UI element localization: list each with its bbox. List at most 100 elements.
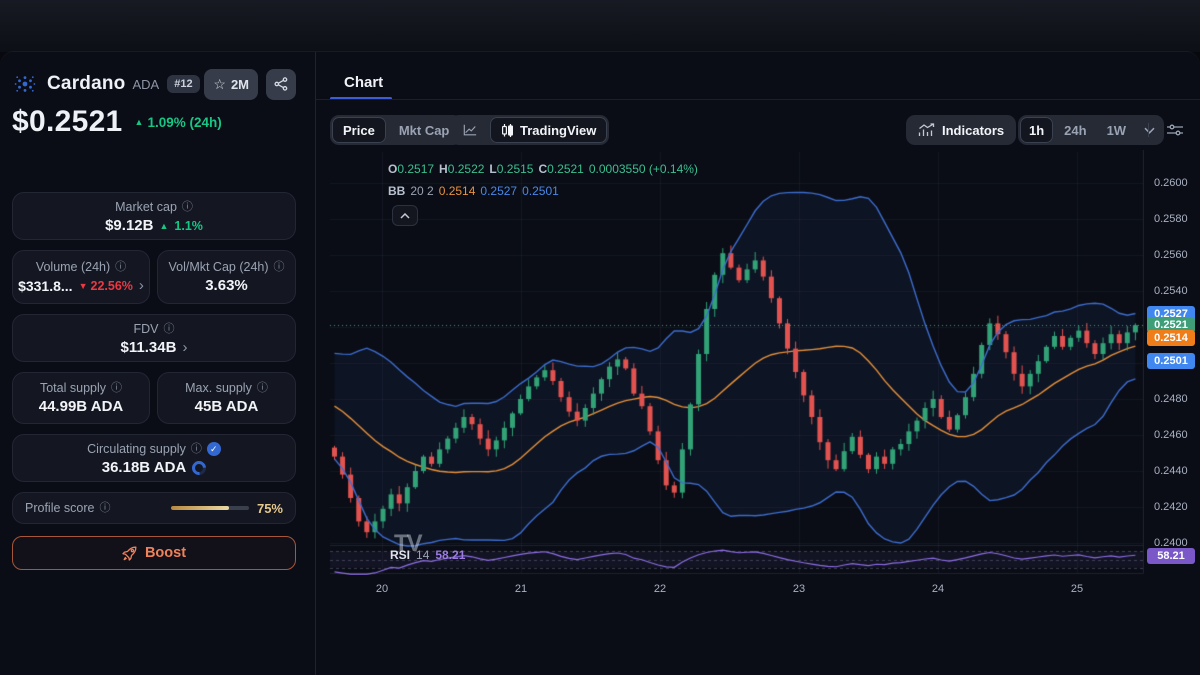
price-row: $0.2521 ▲ 1.09% (24h): [12, 105, 222, 139]
profile-score-value: 75%: [256, 500, 283, 516]
share-icon: [274, 77, 288, 91]
market-cap-card: Market cap ⓘ $9.12B ▲ 1.1%: [12, 192, 296, 240]
info-icon[interactable]: ⓘ: [111, 381, 122, 394]
fdv-value: $11.34B: [120, 339, 177, 356]
y-axis-tick: 0.2400: [1154, 537, 1188, 549]
price-axis[interactable]: 0.2600 0.2580 0.2560 0.2540 0.2480 0.2460 0.24…: [1144, 150, 1200, 595]
timeframe-1w[interactable]: 1W: [1106, 122, 1127, 138]
x-axis-tick: 20: [375, 583, 389, 595]
chart-type-toggle: TradingView: [450, 115, 610, 145]
price-chart-canvas[interactable]: [316, 150, 1144, 575]
info-icon[interactable]: ⓘ: [273, 260, 285, 273]
boost-button[interactable]: Boost: [12, 536, 296, 570]
browser-top-bar: [0, 0, 1200, 52]
total-supply-label: Total supply: [39, 381, 106, 395]
y-axis-tick: 0.2600: [1154, 177, 1188, 189]
caret-up-icon: ▲: [159, 220, 169, 231]
market-cap-label: Market cap: [115, 200, 177, 214]
info-icon[interactable]: ⓘ: [99, 501, 111, 514]
profile-score-card: Profile score ⓘ 75%: [12, 492, 296, 524]
max-supply-card: Max. supply ⓘ 45B ADA: [157, 372, 296, 424]
price-axis-badge: 0.2521: [1147, 317, 1195, 334]
ohlc-legend: O0.2517 H0.2522 L0.2515 C0.2521 0.000355…: [388, 162, 698, 176]
chart-panel: Chart Price Mkt Cap TradingView: [316, 52, 1200, 675]
vol-mktcap-label: Vol/Mkt Cap (24h): [168, 260, 269, 274]
market-cap-change: 1.1%: [174, 218, 203, 233]
price-change-24h: ▲ 1.09% (24h): [134, 114, 222, 130]
timeframe-dropdown[interactable]: [1137, 117, 1162, 143]
info-icon[interactable]: ⓘ: [163, 322, 175, 335]
toggle-tradingview[interactable]: TradingView: [490, 117, 608, 143]
price-axis-badge: 0.2501: [1147, 353, 1195, 370]
chevron-up-icon: [400, 212, 410, 219]
y-axis-tick: 0.2440: [1154, 465, 1188, 477]
y-axis-tick: 0.2580: [1154, 213, 1188, 225]
boost-label: Boost: [144, 545, 187, 561]
verified-check-icon: ✓: [206, 442, 221, 456]
y-axis-tick: 0.2460: [1154, 429, 1188, 441]
total-supply-value: 44.99B ADA: [38, 398, 124, 415]
y-axis-tick: 0.2540: [1154, 285, 1188, 297]
market-cap-value: $9.12B: [105, 217, 154, 234]
price-mktcap-toggle: Price Mkt Cap: [330, 115, 463, 145]
chevron-right-icon[interactable]: ›: [182, 339, 188, 356]
max-supply-value: 45B ADA: [194, 398, 259, 415]
tab-underline: [330, 97, 392, 100]
chevron-down-icon: [1144, 127, 1155, 134]
x-axis-tick: 25: [1070, 583, 1084, 595]
circulating-supply-value: 36.18B ADA: [101, 459, 187, 476]
time-axis[interactable]: 20 21 22 23 24 25: [316, 577, 1144, 603]
info-icon[interactable]: ⓘ: [190, 442, 202, 455]
app-content: Cardano ADA #12 ☆ 2M $0.2521 ▲ 1.09% (24…: [0, 52, 1200, 675]
y-axis-tick: 0.2560: [1154, 249, 1188, 261]
timeframe-1h[interactable]: 1h: [1020, 117, 1054, 143]
coin-rank-badge: #12: [167, 75, 200, 93]
volume-value: $331.8...: [18, 277, 73, 294]
info-icon[interactable]: ⓘ: [181, 200, 193, 213]
watchlist-button[interactable]: ☆ 2M: [204, 68, 258, 100]
coin-price: $0.2521: [12, 105, 123, 138]
fdv-card[interactable]: FDV ⓘ $11.34B ›: [12, 314, 296, 362]
indicators-icon: [918, 123, 935, 136]
y-axis-tick: 0.2480: [1154, 393, 1188, 405]
profile-score-bar: [170, 506, 249, 510]
tab-chart[interactable]: Chart: [344, 74, 384, 91]
rsi-axis-badge: 58.21: [1147, 548, 1195, 565]
line-chart-icon: [463, 124, 477, 136]
circulating-supply-label: Circulating supply: [87, 442, 186, 456]
y-axis-tick: 0.2420: [1154, 501, 1188, 513]
toggle-price[interactable]: Price: [332, 117, 386, 143]
watchlist-count: 2M: [230, 76, 249, 92]
toolbar-divider: [1148, 123, 1149, 137]
x-axis-tick: 24: [931, 583, 945, 595]
legend-collapse-button[interactable]: [392, 205, 418, 226]
coin-header: Cardano ADA #12 ☆ 2M: [12, 68, 296, 100]
vol-mktcap-value: 3.63%: [205, 277, 248, 294]
x-axis-tick: 21: [514, 583, 528, 595]
x-axis-tick: 23: [792, 583, 806, 595]
rsi-legend: RSI 14 58.21: [390, 548, 466, 562]
toggle-mktcap[interactable]: Mkt Cap: [398, 122, 450, 138]
coin-symbol: ADA: [132, 76, 160, 92]
info-icon[interactable]: ⓘ: [115, 260, 127, 273]
info-icon[interactable]: ⓘ: [256, 381, 268, 394]
share-button[interactable]: [266, 68, 296, 100]
chevron-right-icon[interactable]: ›: [138, 277, 144, 294]
volume-card[interactable]: Volume (24h) ⓘ $331.8... ▼ 22.56% ›: [12, 250, 150, 304]
price-axis-badge: 0.2514: [1147, 329, 1195, 346]
cardano-logo: [12, 71, 38, 97]
tab-separator: [316, 99, 1200, 100]
chart-settings-button[interactable]: [1158, 118, 1192, 142]
toggle-line-chart[interactable]: [452, 117, 488, 143]
rocket-icon: [122, 546, 137, 561]
volume-change: 22.56%: [90, 278, 133, 293]
volume-label: Volume (24h): [35, 260, 111, 274]
max-supply-label: Max. supply: [185, 381, 252, 395]
supply-progress-ring: [189, 457, 210, 478]
timeframe-24h[interactable]: 24h: [1064, 122, 1087, 138]
timeframe-selector: 1h 24h 1W: [1018, 115, 1165, 145]
indicators-button[interactable]: Indicators: [906, 115, 1017, 145]
sliders-icon: [1167, 124, 1183, 136]
bollinger-legend: BB 20 2 0.2514 0.2527 0.2501: [388, 184, 559, 198]
candlestick-icon: [502, 123, 513, 137]
